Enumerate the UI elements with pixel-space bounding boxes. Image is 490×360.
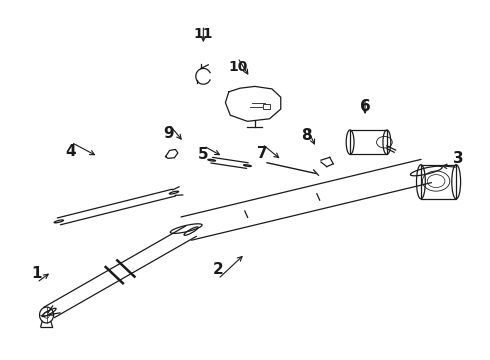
Bar bbox=[350, 130, 387, 154]
Text: 7: 7 bbox=[257, 145, 268, 161]
Text: 1: 1 bbox=[31, 266, 42, 281]
Text: 11: 11 bbox=[194, 27, 213, 41]
Text: 6: 6 bbox=[360, 99, 370, 114]
Text: 10: 10 bbox=[228, 60, 247, 73]
Text: 3: 3 bbox=[453, 151, 464, 166]
Text: 9: 9 bbox=[164, 126, 174, 141]
Bar bbox=[263, 104, 270, 109]
Text: 2: 2 bbox=[213, 262, 223, 278]
Text: 4: 4 bbox=[66, 144, 76, 159]
Text: 8: 8 bbox=[301, 127, 312, 143]
Bar bbox=[421, 165, 456, 199]
Text: 5: 5 bbox=[198, 147, 209, 162]
